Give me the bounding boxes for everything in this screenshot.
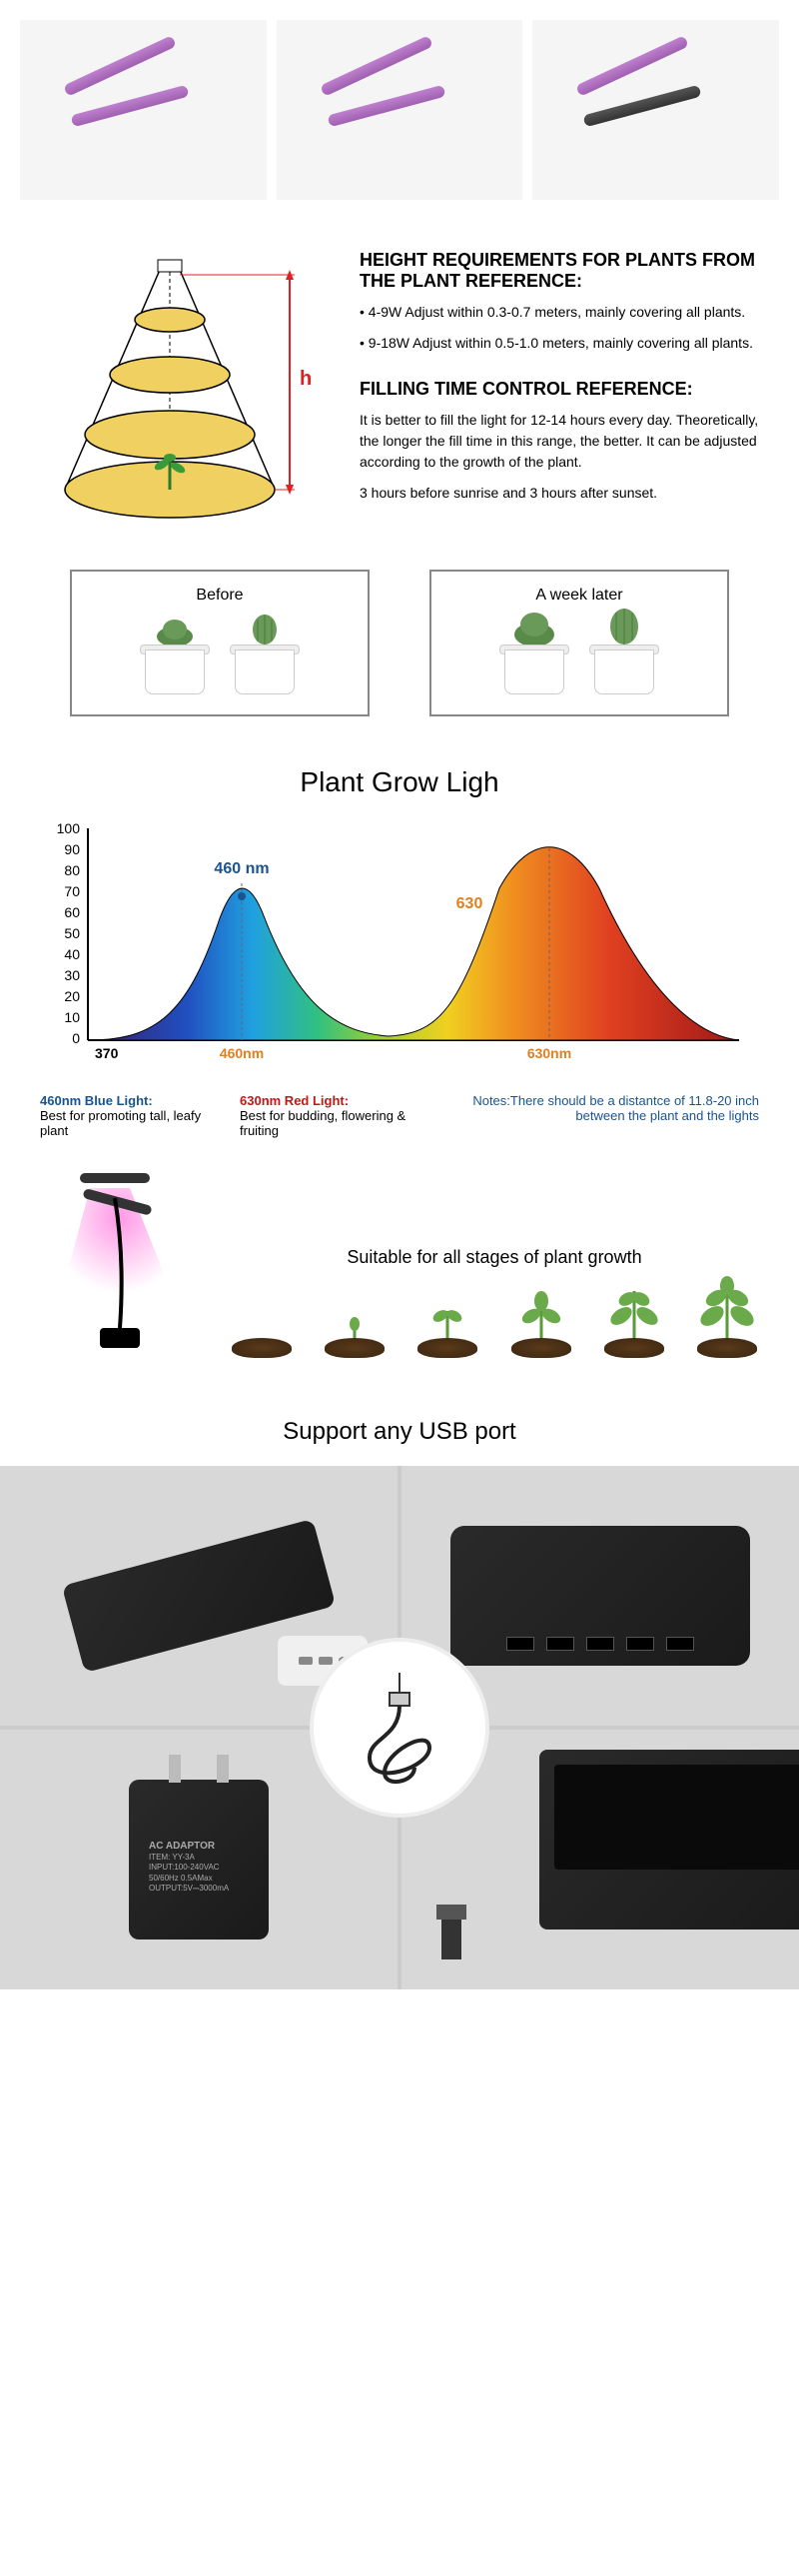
svg-text:100: 100 — [57, 820, 81, 836]
stage-6 — [692, 1288, 762, 1358]
h-label: h — [300, 368, 312, 390]
growth-stages-section: Suitable for all stages of plant growth — [0, 1138, 799, 1398]
svg-text:630: 630 — [456, 895, 483, 912]
pot-cactus-before — [230, 615, 300, 694]
pot-cactus-after — [589, 615, 659, 694]
svg-text:50: 50 — [64, 925, 80, 941]
bullet-2: • 9-18W Adjust within 0.5-1.0 meters, ma… — [360, 333, 769, 354]
cone-diagram: h — [30, 250, 330, 530]
product-images-row — [0, 0, 799, 220]
svg-text:40: 40 — [64, 946, 80, 962]
after-label: A week later — [461, 587, 697, 605]
svg-text:20: 20 — [64, 988, 80, 1004]
svg-text:30: 30 — [64, 967, 80, 983]
filling-para-2: 3 hours before sunrise and 3 hours after… — [360, 483, 769, 504]
before-label: Before — [102, 587, 338, 605]
svg-text:0: 0 — [72, 1030, 80, 1046]
distance-notes: Notes:There should be a distantce of 11.… — [439, 1093, 759, 1138]
requirements-text: HEIGHT REQUIREMENTS FOR PLANTS FROM THE … — [360, 250, 769, 530]
stage-5 — [599, 1288, 669, 1358]
product-image-1 — [20, 20, 267, 200]
pot-succulent-before — [140, 615, 210, 694]
stages-title: Suitable for all stages of plant growth — [220, 1247, 769, 1268]
blue-light-label: 460nm Blue Light: Best for promoting tal… — [40, 1093, 220, 1138]
stages-row — [220, 1288, 769, 1358]
svg-text:460nm: 460nm — [220, 1045, 264, 1061]
usb-cable-circle — [310, 1638, 489, 1818]
bullet-1: • 4-9W Adjust within 0.3-0.7 meters, mai… — [360, 302, 769, 323]
grow-light-image — [30, 1158, 210, 1358]
usb-title: Support any USB port — [0, 1398, 799, 1466]
svg-text:90: 90 — [64, 841, 80, 857]
svg-text:70: 70 — [64, 883, 80, 899]
svg-text:10: 10 — [64, 1009, 80, 1025]
product-image-3 — [532, 20, 779, 200]
svg-text:630nm: 630nm — [527, 1045, 571, 1061]
spectrum-chart: 01020 304050 607080 90100 46 — [0, 808, 799, 1093]
product-image-2 — [277, 20, 523, 200]
chart-title: Plant Grow Ligh — [0, 746, 799, 808]
svg-text:460 nm: 460 nm — [214, 860, 269, 877]
before-box: Before — [70, 570, 370, 716]
height-requirements-section: h HEIGHT REQUIREMENTS FOR PLANTS FROM TH… — [0, 220, 799, 560]
stage-4 — [506, 1288, 576, 1358]
svg-text:80: 80 — [64, 862, 80, 878]
y-axis: 0 10 20 30 40 50 60 70 80 90 100 — [57, 820, 81, 1046]
before-after-section: Before A week later — [0, 560, 799, 746]
red-light-label: 630nm Red Light: Best for budding, flowe… — [240, 1093, 419, 1138]
stage-3 — [412, 1288, 482, 1358]
height-title: HEIGHT REQUIREMENTS FOR PLANTS FROM THE … — [360, 250, 769, 292]
filling-title: FILLING TIME CONTROL REFERENCE: — [360, 379, 769, 400]
after-box: A week later — [429, 570, 729, 716]
pot-succulent-after — [499, 615, 569, 694]
svg-text:370: 370 — [95, 1045, 119, 1061]
stage-1 — [227, 1288, 297, 1358]
stage-2 — [320, 1288, 390, 1358]
filling-para-1: It is better to fill the light for 12-14… — [360, 410, 769, 473]
chart-labels: 460nm Blue Light: Best for promoting tal… — [0, 1093, 799, 1138]
usb-grid: AC ADAPTOR ITEM: YY-3A INPUT:100-240VAC … — [0, 1466, 799, 1989]
svg-text:60: 60 — [64, 904, 80, 920]
